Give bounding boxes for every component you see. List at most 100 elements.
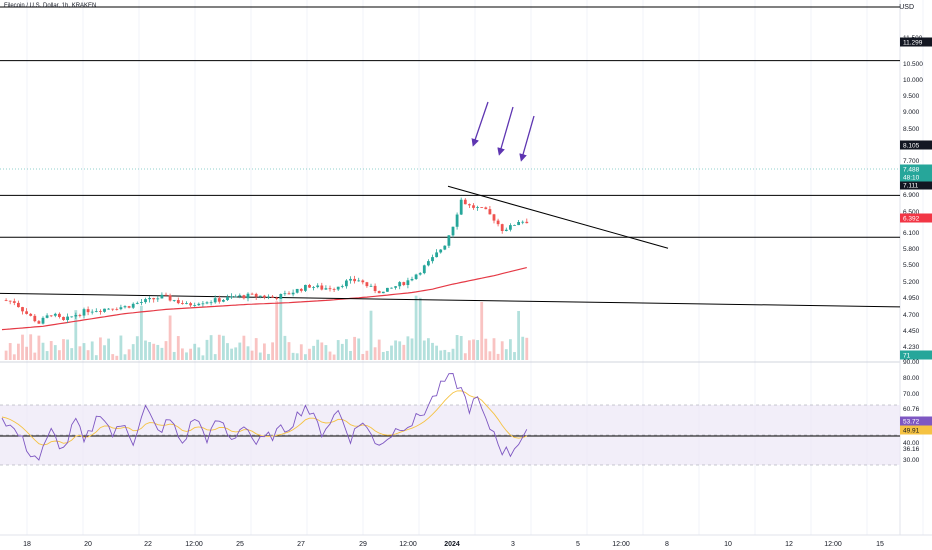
candle-body	[427, 261, 430, 266]
price-axis-label: 4.950	[903, 295, 920, 302]
candle-body	[86, 309, 90, 313]
candle-body	[140, 302, 143, 303]
candle-body	[4, 300, 8, 301]
volume-bar	[209, 335, 213, 360]
volume-bar	[250, 350, 254, 360]
candle-body	[345, 280, 348, 287]
candle-body	[103, 308, 106, 312]
volume-bar	[468, 340, 471, 360]
volume-bar	[213, 354, 217, 360]
candle-body	[353, 278, 356, 282]
candle-body	[295, 288, 299, 293]
volume-bar	[246, 346, 250, 360]
volume-bar	[369, 310, 373, 360]
candle-body	[271, 296, 274, 298]
volume-bar	[78, 346, 82, 360]
candle-body	[127, 306, 131, 308]
candle-body	[189, 303, 192, 306]
volume-bar	[394, 340, 397, 360]
volume-bar	[427, 338, 430, 360]
candle-body	[45, 315, 49, 318]
volume-bar	[509, 339, 512, 360]
candle-body	[29, 313, 33, 316]
volume-bar	[320, 342, 324, 360]
volume-bar	[29, 334, 33, 360]
price-axis-label: 5.800	[903, 246, 920, 253]
volume-bar	[37, 335, 41, 360]
volume-bar	[304, 354, 307, 360]
candle-body	[246, 293, 250, 299]
tag-rsi-ma-bg	[900, 425, 932, 435]
volume-bar	[414, 295, 418, 360]
candle-body	[435, 252, 438, 258]
price-axis-label: 10.500	[903, 61, 923, 68]
rsi-line	[1, 373, 528, 461]
volume-bar	[82, 343, 86, 360]
candle-body	[373, 285, 377, 292]
candle-body	[517, 222, 520, 226]
volume-bar	[119, 335, 123, 360]
volume-bar	[8, 343, 12, 360]
candle-body	[205, 302, 209, 304]
volume-bar	[422, 340, 426, 360]
candle-body	[123, 306, 127, 308]
volume-bar	[316, 339, 320, 360]
volume-bar	[295, 353, 299, 360]
volume-bar	[521, 336, 525, 360]
volume-bar	[111, 354, 115, 360]
candle-body	[431, 257, 434, 262]
volume-bar	[160, 347, 164, 360]
rsi-axis-label: 90.00	[903, 359, 920, 366]
volume-bar	[402, 344, 406, 360]
candle-body	[8, 300, 12, 302]
tag-rsi-value-bg	[900, 416, 932, 426]
price-axis-label: 4.450	[903, 328, 920, 335]
candle-body	[168, 295, 172, 301]
candle-body	[304, 284, 307, 291]
volume-bar	[99, 337, 102, 360]
time-axis-label: 22	[144, 541, 152, 548]
candle-body	[402, 282, 406, 286]
candle-body	[439, 249, 443, 253]
volume-bar	[176, 336, 180, 360]
volume-bar	[390, 345, 393, 360]
time-axis: 18 20 22 12:00 25 27 29 12:00 2024 3 5 12:00 8 10 12 12…	[23, 541, 884, 548]
volume-bar	[193, 343, 197, 360]
overlay-lines	[0, 6, 901, 331]
candle-body	[340, 286, 344, 287]
volume-bar	[70, 348, 74, 360]
volume-bar	[439, 350, 443, 360]
tag-level-low-bg	[900, 180, 932, 190]
volume-bar	[168, 315, 172, 360]
price-axis-label: 6.900	[903, 192, 920, 199]
candle-body	[279, 294, 283, 299]
candle-body	[468, 204, 471, 206]
candle-body	[222, 300, 225, 302]
symbol-title: Filecoin / U.S. Dollar, 1h, KRAKEN	[4, 3, 97, 9]
candle-body	[254, 293, 258, 297]
price-axis-label: 6.500	[903, 209, 920, 216]
candle-body	[234, 296, 238, 298]
volume-bar	[365, 350, 369, 360]
time-axis-label: 29	[359, 541, 367, 548]
price-axis-label: 9.500	[903, 93, 920, 100]
volume-bar	[172, 351, 176, 360]
candle-body	[369, 285, 373, 287]
volume-bar	[127, 349, 131, 360]
volume-bar	[45, 351, 49, 360]
candle-body	[74, 314, 78, 317]
candle-body	[94, 311, 98, 312]
candle-body	[148, 298, 151, 300]
candle-body	[258, 295, 262, 297]
candle-body	[365, 282, 369, 287]
volume-bar	[222, 335, 225, 360]
volume-bar	[447, 352, 451, 360]
volume-bar	[115, 355, 119, 360]
volume-bar	[148, 342, 151, 360]
candle-body	[160, 294, 164, 299]
volume-bar	[328, 351, 332, 360]
volume-bars	[4, 295, 529, 360]
candle-body	[185, 303, 188, 305]
candle-body	[332, 289, 336, 290]
